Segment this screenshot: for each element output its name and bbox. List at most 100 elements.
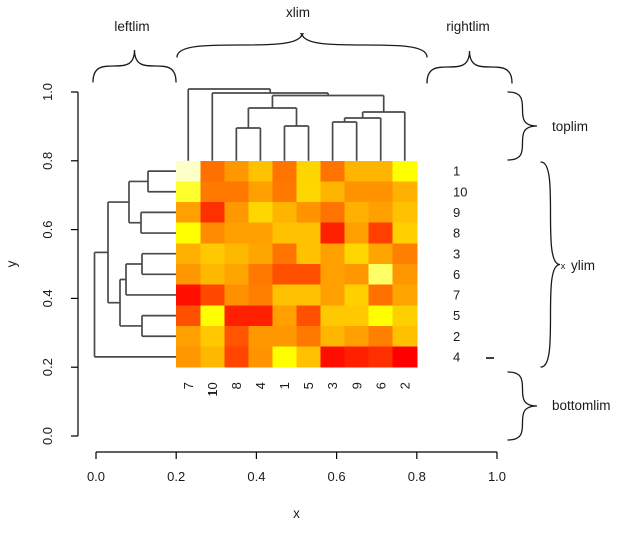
heatmap-cell [224,325,249,348]
heatmap-cell [224,284,249,306]
column-label: 2 [397,382,412,389]
heatmap-cell [296,160,322,182]
heatmap-cell [368,222,394,244]
row-label: 7 [453,288,460,303]
heatmap-cell [272,264,297,286]
heatmap-cell [200,325,225,348]
heatmap-cell [392,305,418,327]
y-axis-title: y [4,260,19,267]
column-label: 9 [349,382,364,389]
row-label: 9 [453,205,460,220]
y-tick-label: 0.8 [40,152,55,170]
brace-label-toplim: toplim [552,119,588,134]
heatmap-cell [176,160,201,182]
brace-bottomlim: bottomlim [507,371,611,441]
heatmap-cell [296,222,322,244]
heatmap-cell [392,243,418,265]
x-tick-label: 0.8 [408,469,426,484]
heatmap-cell [176,284,201,306]
heatmap-cell [344,346,370,368]
brace-curve [507,371,538,441]
heatmap-cell [344,202,370,224]
heatmap-cell [200,160,225,182]
y-tick-label: 0.0 [40,427,55,445]
heatmap-cell [200,181,225,203]
heatmap-cell [296,284,322,306]
heatmap-cell [320,222,346,244]
heatmap-cell [200,346,225,368]
heatmap-cell [272,202,297,224]
heatmap-cell [296,305,322,327]
heatmap-cell [248,243,273,265]
heatmap-cell [248,160,273,182]
heatmap-cell [248,305,273,327]
row-label: 6 [453,267,460,282]
heatmap-cell [368,325,394,348]
heatmap-cell [248,346,273,368]
heatmap-cell [176,181,201,203]
heatmap-cell [320,346,346,368]
column-label: 1 [277,382,292,389]
heatmap-cell [176,305,201,327]
brace-label-ylim: ylim [571,258,595,273]
heatmap-cell [320,243,346,265]
heatmap-cell [248,181,273,203]
heatmap-cell [368,284,394,306]
heatmap-cell [392,346,418,368]
heatmap-cell [392,284,418,306]
heatmap-row-labels: 1 10 9 8 3 6 7 5 2 4 [453,164,467,365]
heatmap-cell [320,160,346,182]
heatmap-cell [224,181,249,203]
heatmap-cell [248,325,273,348]
heatmap-cell [344,264,370,286]
heatmap-cell [296,181,322,203]
heatmap [176,160,418,368]
row-label: 3 [453,246,460,261]
heatmap-cell [176,222,201,244]
heatmap-cell [272,346,297,368]
brace-xlim: xlim x [176,5,428,58]
heatmap-cell [176,243,201,265]
heatmap-cell [392,181,418,203]
heatmap-cell [200,243,225,265]
y-tick-label: 1.0 [40,83,55,101]
heatmap-cell [392,202,418,224]
heatmap-cell [320,264,346,286]
heatmap-cell [320,181,346,203]
x-tick-label: 0.4 [247,469,265,484]
heatmap-cell [272,222,297,244]
row-label: 10 [453,184,467,199]
brace-label-bottomlim: bottomlim [552,398,611,413]
x-axis: 0.0 0.2 0.4 0.6 0.8 1.0 x [87,451,506,521]
brace-curve [92,49,177,83]
heatmap-cell [320,284,346,306]
heatmap-cell [272,305,297,327]
heatmap-cell [392,264,418,286]
heatmap-cell [344,181,370,203]
heatmap-cell [200,284,225,306]
heatmap-cell [392,222,418,244]
heatmap-cell [392,325,418,348]
row-label: 2 [453,329,460,344]
heatmap-cell [224,243,249,265]
heatmap-cell [368,160,394,182]
y-tick-label: 0.2 [40,358,55,376]
brace-label-leftlim: leftlim [114,19,149,34]
brace-tip-marker: x [300,30,305,41]
y-axis: 0.0 0.2 0.4 0.6 0.8 1.0 y [4,83,79,445]
y-tick-label: 0.4 [40,289,55,307]
heatmap-cell [296,325,322,348]
heatmap-cell [320,305,346,327]
heatmap-cell [224,160,249,182]
brace-curve [507,91,538,161]
row-dendrogram [93,170,177,358]
heatmap-cell [248,202,273,224]
heatmap-cell [368,305,394,327]
heatmap-cell [200,264,225,286]
brace-tip-marker: x [561,261,566,272]
y-tick-label: 0.6 [40,221,55,239]
heatmap-cell [296,202,322,224]
brace-label-xlim: xlim [286,5,310,20]
